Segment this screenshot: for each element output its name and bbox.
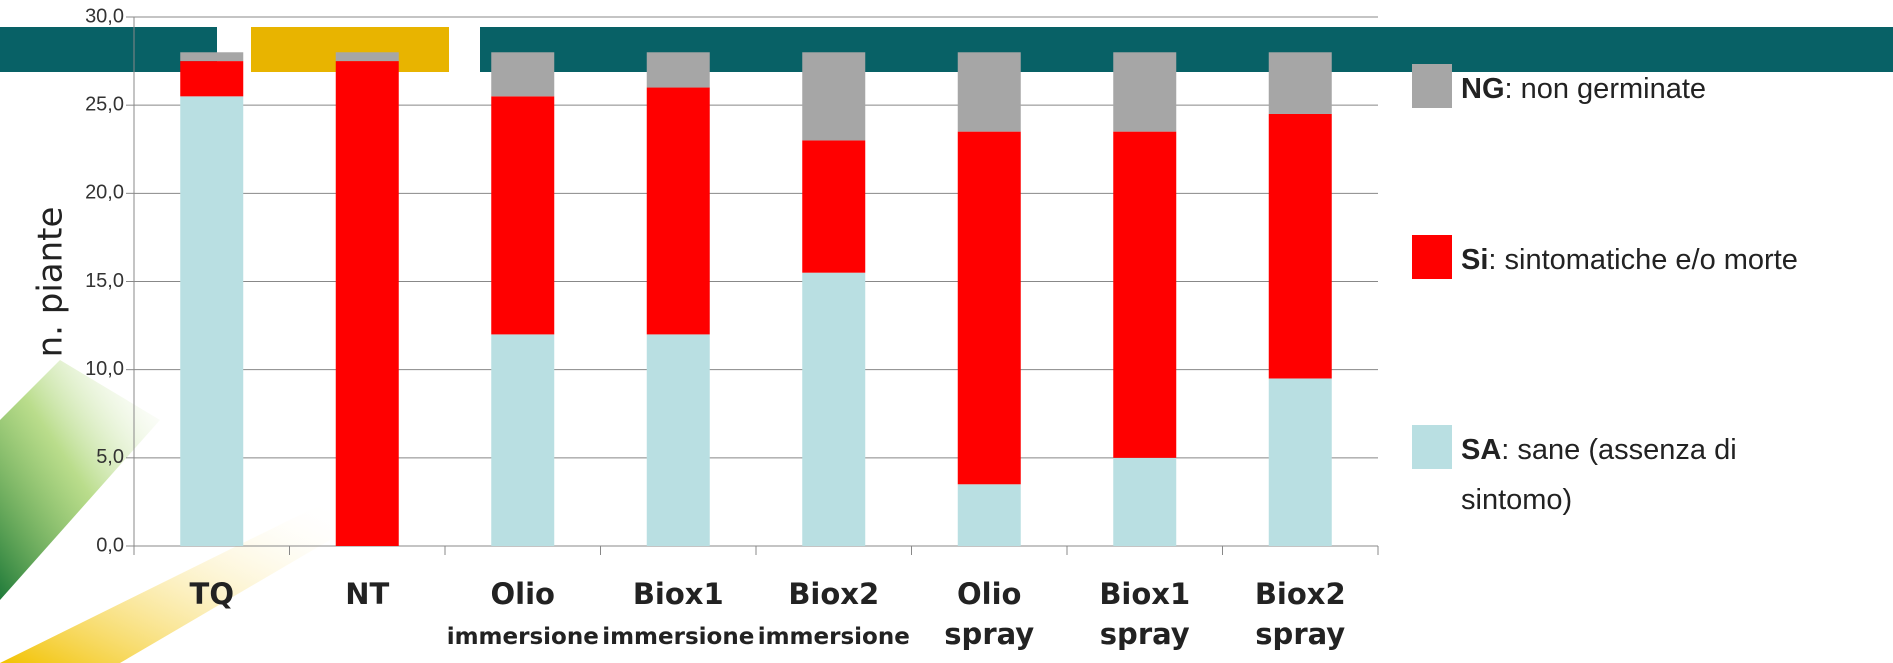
bar-segment xyxy=(957,484,1021,546)
bar-segment xyxy=(180,61,244,97)
x-tick-label-line: spray xyxy=(1100,617,1190,651)
legend-text: SA: sane (assenza di sintomo) xyxy=(1461,425,1806,525)
x-tick-label-line: Biox2 xyxy=(1255,577,1346,611)
legend-item: NG: non germinate xyxy=(1412,64,1706,114)
y-tick-label: 5,0 xyxy=(96,446,124,468)
y-tick-label: 0,0 xyxy=(96,534,124,556)
x-tick-label-line: spray xyxy=(944,617,1034,651)
legend-item: SA: sane (assenza di sintomo) xyxy=(1412,425,1806,525)
bar-segment xyxy=(180,96,244,546)
y-tick-label: 10,0 xyxy=(85,358,124,380)
x-tick-label: Biox1 immersione xyxy=(602,577,754,650)
legend-swatch xyxy=(1412,235,1452,279)
y-tick-label: 25,0 xyxy=(85,93,124,115)
legend-label: NG xyxy=(1461,73,1505,105)
x-tick-label-line: immersione xyxy=(447,624,599,650)
bar-segment xyxy=(802,52,866,141)
x-tick-label-line: Biox1 xyxy=(633,577,724,611)
y-tick-label: 20,0 xyxy=(85,182,124,204)
legend-description: : sane (assenza di sintomo) xyxy=(1461,434,1737,516)
x-tick-label-line: Biox1 xyxy=(1099,577,1190,611)
bar-segment xyxy=(802,140,866,273)
bar-segment xyxy=(335,61,399,546)
bar-segment xyxy=(957,52,1021,132)
bar-segment xyxy=(335,52,399,62)
bar-segment xyxy=(1268,378,1332,546)
bar-segment xyxy=(957,131,1021,485)
x-tick-label-line: NT xyxy=(345,577,389,611)
legend-description: : sintomatiche e/o morte xyxy=(1488,244,1798,276)
x-tick-label: NT xyxy=(345,577,389,611)
bar-segment xyxy=(491,96,555,335)
x-tick-label: Biox1 spray xyxy=(1099,577,1190,651)
x-tick-label: Biox2 immersione xyxy=(758,577,910,650)
x-tick-label-line: Olio xyxy=(491,577,555,611)
bar-segment xyxy=(1113,131,1177,458)
y-tick-label: 30,0 xyxy=(85,5,124,27)
x-tick-label-line: Olio xyxy=(957,577,1021,611)
x-tick-label-line: immersione xyxy=(602,624,754,650)
legend-label: SA xyxy=(1461,434,1502,466)
x-tick-label: Biox2 spray xyxy=(1255,577,1346,651)
y-tick-label: 15,0 xyxy=(85,270,124,292)
x-tick-label: Olio spray xyxy=(944,577,1034,651)
legend-item: Si: sintomatiche e/o morte xyxy=(1412,235,1798,285)
bar-segment xyxy=(1268,113,1332,379)
x-tick-label-line: spray xyxy=(1255,617,1345,651)
banner xyxy=(480,27,1893,72)
x-tick-label-line: Biox2 xyxy=(788,577,879,611)
legend-label: Si xyxy=(1461,244,1489,276)
decoration xyxy=(0,500,330,663)
x-tick-label-line: TQ xyxy=(190,577,234,611)
x-tick-label: TQ xyxy=(190,577,234,611)
bar-segment xyxy=(180,52,244,62)
bar-segment xyxy=(646,334,710,546)
plot: 0,0 5,0 10,0 15,0 20,0 25,0 30,0 TQ NT Olio immers… xyxy=(85,5,1379,651)
bar-segment xyxy=(1268,52,1332,114)
bar-segment xyxy=(646,87,710,335)
decoration xyxy=(0,360,160,600)
legend-swatch xyxy=(1412,64,1452,108)
bar-segment xyxy=(491,52,555,97)
y-axis-label: n. piante xyxy=(31,207,71,358)
bar-segment xyxy=(1113,52,1177,132)
legend-text: Si: sintomatiche e/o morte xyxy=(1461,235,1798,285)
bar-segment xyxy=(802,272,866,546)
x-tick-label-line: immersione xyxy=(758,624,910,650)
legend-text: NG: non germinate xyxy=(1461,64,1706,114)
legend-description: : non germinate xyxy=(1504,73,1707,105)
bar-segment xyxy=(646,52,710,88)
bar-segment xyxy=(491,334,555,546)
bar-segment xyxy=(1113,457,1177,546)
legend-swatch xyxy=(1412,425,1452,469)
x-tick-label: Olio immersione xyxy=(447,577,599,650)
